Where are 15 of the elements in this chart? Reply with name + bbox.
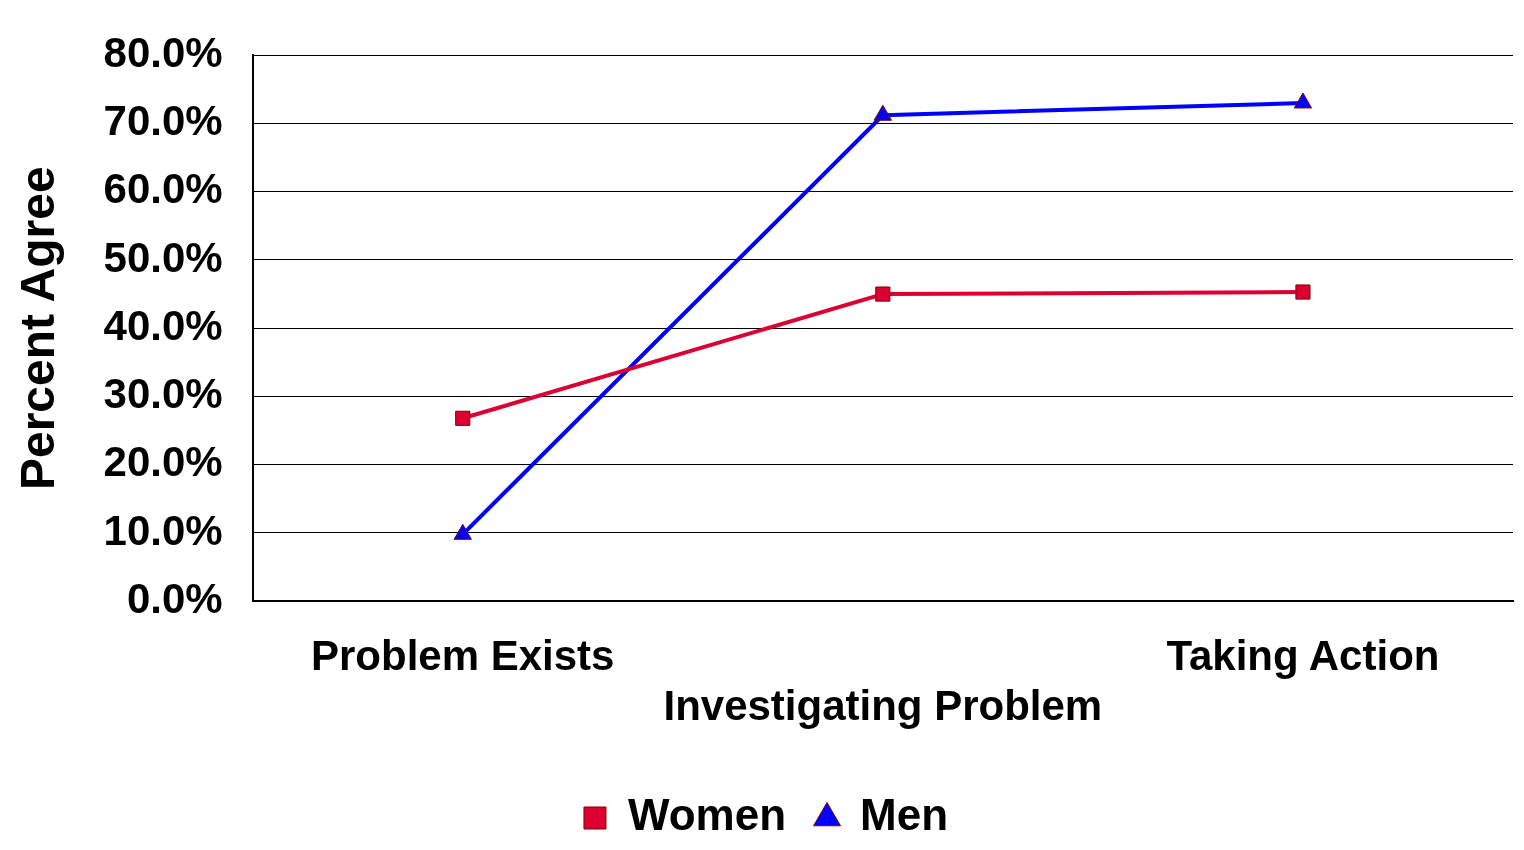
y-tick-label: 70.0% <box>103 97 223 145</box>
y-tick-label: 80.0% <box>103 28 223 76</box>
legend-label: Women <box>627 790 787 840</box>
y-tick-label: 20.0% <box>103 438 223 486</box>
legend-label: Men <box>860 790 949 840</box>
y-tick-label: 50.0% <box>103 233 223 281</box>
x-tick-label: Problem Exists <box>311 631 615 679</box>
y-tick-label: 10.0% <box>103 506 223 554</box>
y-tick-label: 40.0% <box>103 301 223 349</box>
y-tick-label: 0.0% <box>126 574 223 622</box>
y-tick-label: 30.0% <box>103 370 223 418</box>
x-tick-label: Taking Action <box>1166 631 1440 679</box>
y-axis-title: Percent Agree <box>11 166 65 491</box>
y-tick-label: 60.0% <box>103 165 223 213</box>
x-tick-label: Investigating Problem <box>663 682 1103 730</box>
